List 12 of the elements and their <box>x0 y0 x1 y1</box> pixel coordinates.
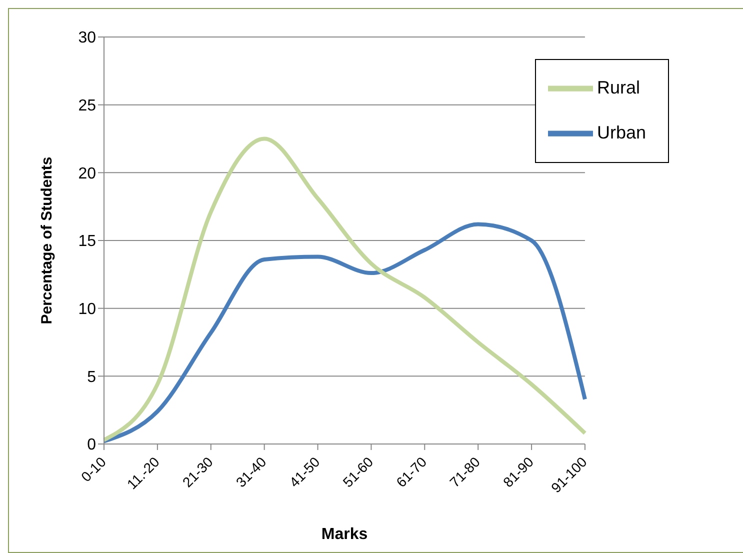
x-axis-title: Marks <box>321 526 368 543</box>
legend-label: Rural <box>596 77 640 98</box>
y-tick-label: 25 <box>78 98 96 115</box>
x-tick-label: 0-10 <box>78 453 110 485</box>
y-tick-label: 10 <box>78 301 96 318</box>
legend-label: Urban <box>596 122 646 142</box>
y-axis-title: Percentage of Students <box>38 156 56 324</box>
y-tick-label: 5 <box>87 368 96 386</box>
y-tick-label: 20 <box>78 165 96 182</box>
y-tick-label: 30 <box>78 30 96 47</box>
y-tick-label: 0 <box>87 436 96 454</box>
y-tick-label: 15 <box>78 233 96 250</box>
